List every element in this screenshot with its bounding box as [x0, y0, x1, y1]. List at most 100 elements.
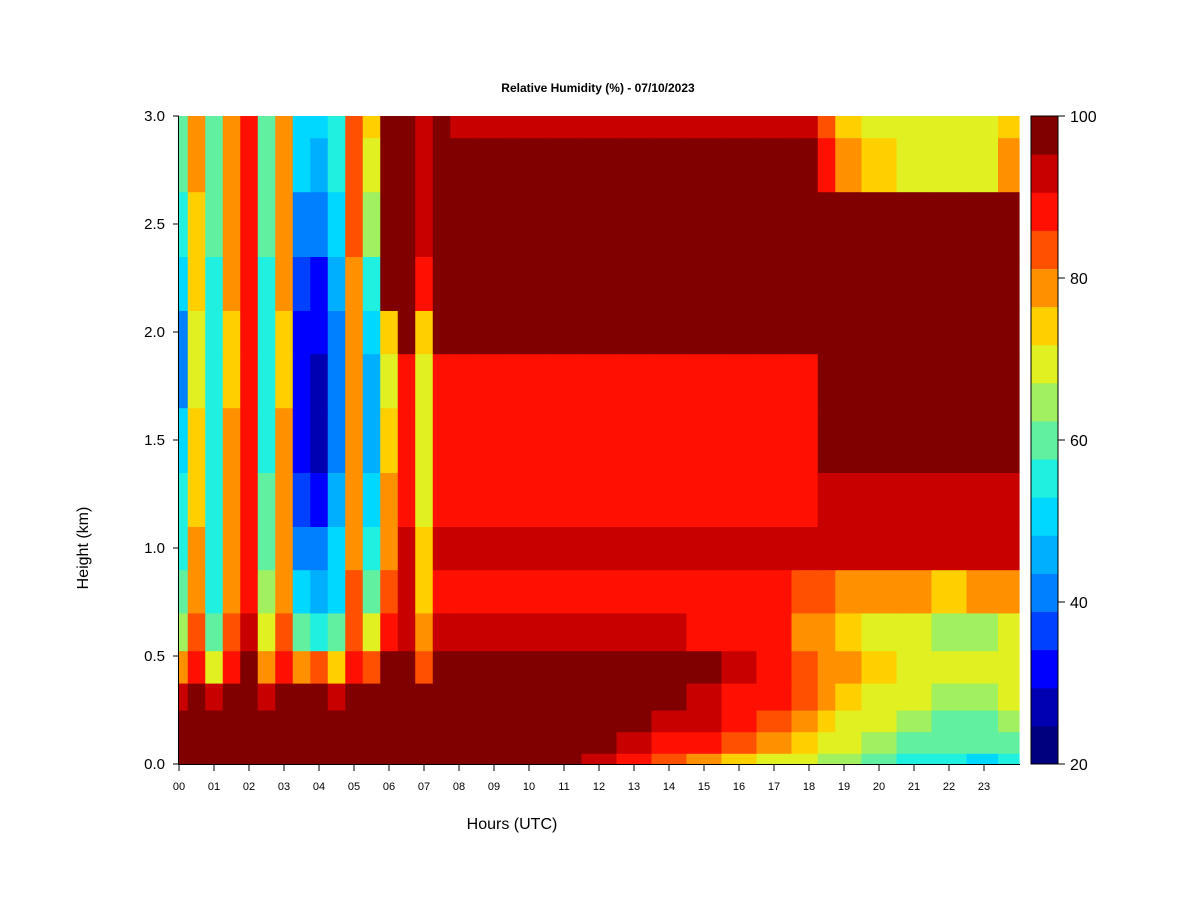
heatmap-cell — [450, 407, 478, 473]
x-tick-label: 14 — [663, 781, 675, 793]
heatmap-cell — [896, 569, 933, 614]
heatmap-cell — [896, 191, 933, 257]
heatmap-cell — [240, 569, 259, 614]
heatmap-cell — [476, 753, 513, 765]
heatmap-cell — [187, 526, 206, 571]
heatmap-cell — [292, 191, 311, 257]
heatmap-cell — [581, 650, 618, 684]
heatmap-cell — [756, 137, 793, 193]
heatmap-cell — [345, 310, 364, 355]
heatmap-cell — [240, 731, 259, 754]
heatmap-cell — [998, 310, 1020, 355]
heatmap-cell — [222, 137, 241, 193]
heatmap-cell — [511, 472, 548, 527]
heatmap-cell — [310, 710, 329, 733]
heatmap-cell — [896, 256, 933, 311]
heatmap-cell — [861, 353, 898, 409]
heatmap-cell — [686, 353, 723, 409]
heatmap-cell — [187, 310, 206, 355]
heatmap-cell — [345, 526, 364, 571]
heatmap-cell — [861, 753, 898, 765]
chart-title: Relative Humidity (%) - 07/10/2023 — [501, 81, 695, 95]
heatmap-cell — [686, 731, 723, 754]
heatmap-cell — [397, 137, 416, 193]
heatmap-cell — [756, 526, 793, 571]
heatmap-cell — [257, 683, 276, 711]
heatmap-cell — [581, 472, 618, 527]
heatmap-cell — [966, 137, 999, 193]
colorbar — [1030, 115, 1059, 765]
heatmap-cell — [896, 137, 933, 193]
heatmap-cell — [616, 116, 653, 139]
colorbar-segment — [1031, 459, 1058, 498]
heatmap-cell — [257, 731, 276, 754]
heatmap-cell — [546, 650, 583, 684]
heatmap-cell — [651, 472, 688, 527]
heatmap-cell — [931, 310, 968, 355]
heatmap-cell — [327, 256, 346, 311]
colorbar-segment — [1031, 192, 1058, 231]
heatmap-cell — [651, 407, 688, 473]
heatmap-cell — [292, 116, 311, 139]
heatmap-cell — [686, 472, 723, 527]
heatmap-cell — [546, 353, 583, 409]
heatmap-cell — [791, 407, 819, 473]
heatmap-cell — [817, 353, 836, 409]
heatmap-cell — [222, 569, 241, 614]
heatmap-cell — [756, 191, 793, 257]
heatmap-cell — [179, 569, 189, 614]
heatmap-cell — [791, 116, 819, 139]
heatmap-cell — [896, 407, 933, 473]
heatmap-cell — [292, 526, 311, 571]
heatmap-cell — [222, 612, 241, 652]
heatmap-cell — [835, 526, 863, 571]
colorbar-segment — [1031, 725, 1058, 765]
heatmap-cell — [327, 569, 346, 614]
colorbar-tick-label: 40 — [1070, 595, 1088, 612]
heatmap-cell — [187, 753, 206, 765]
heatmap-cell — [275, 472, 294, 527]
x-tick-label: 11 — [558, 781, 569, 793]
heatmap-cell — [415, 353, 434, 409]
heatmap-cell — [362, 710, 381, 733]
y-tick-label: 1.5 — [144, 432, 165, 449]
x-tick-label: 18 — [803, 781, 815, 793]
heatmap-cell — [835, 191, 863, 257]
y-tick-label: 0.0 — [144, 756, 165, 773]
heatmap-cell — [896, 710, 933, 733]
heatmap-cell — [861, 612, 898, 652]
heatmap-cell — [791, 612, 819, 652]
heatmap-cell — [817, 650, 836, 684]
heatmap-cell — [275, 526, 294, 571]
heatmap-cell — [275, 137, 294, 193]
heatmap-cell — [476, 731, 513, 754]
colorbar-segment — [1031, 230, 1058, 269]
heatmap-cell — [756, 472, 793, 527]
heatmap-cell — [222, 191, 241, 257]
heatmap-cell — [511, 683, 548, 711]
heatmap-cell — [476, 116, 513, 139]
x-tick-label: 23 — [978, 781, 990, 793]
colorbar-segment — [1031, 268, 1058, 308]
heatmap-cell — [686, 569, 723, 614]
heatmap-cell — [240, 650, 259, 684]
heatmap-cell — [345, 753, 364, 765]
heatmap-cell — [362, 526, 381, 571]
heatmap-cell — [511, 116, 548, 139]
heatmap-cell — [362, 569, 381, 614]
heatmap-cell — [616, 683, 653, 711]
heatmap-cell — [362, 116, 381, 139]
heatmap-cell — [240, 710, 259, 733]
heatmap-cell — [511, 731, 548, 754]
heatmap-cell — [896, 310, 933, 355]
heatmap-cell — [817, 526, 836, 571]
heatmap-cell — [327, 472, 346, 527]
heatmap-cell — [581, 731, 618, 754]
heatmap-cell — [966, 569, 999, 614]
heatmap-cell — [450, 526, 478, 571]
heatmap-cell — [310, 731, 329, 754]
heatmap-cell — [240, 472, 259, 527]
heatmap-cell — [721, 710, 758, 733]
heatmap-cell — [205, 710, 224, 733]
